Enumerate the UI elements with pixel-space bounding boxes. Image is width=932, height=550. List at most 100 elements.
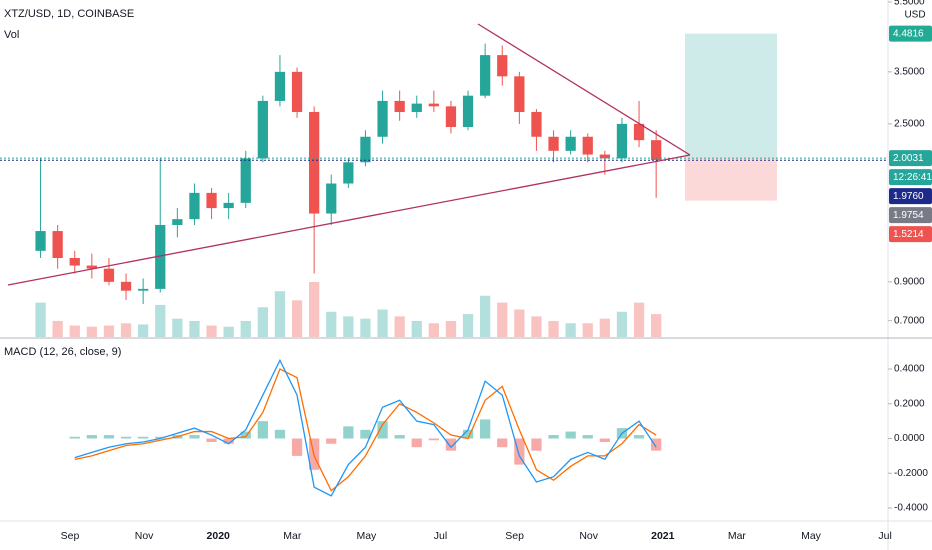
- price-label: 12:26:41: [893, 172, 932, 183]
- candle-body: [274, 71, 286, 101]
- macd-signal-line: [74, 368, 657, 492]
- volume-bar: [69, 325, 80, 337]
- macd-histogram-bar: [651, 438, 662, 451]
- x-tick-label: May: [356, 530, 377, 542]
- currency: USD: [904, 10, 925, 21]
- y-tick-label: 0.7000: [894, 315, 925, 326]
- candle-body: [445, 106, 457, 127]
- macd-histogram-bar: [531, 438, 542, 451]
- volume-bar: [599, 318, 610, 337]
- volume-bar: [189, 320, 200, 337]
- x-tick-label: 2020: [207, 530, 231, 542]
- candle-body: [651, 140, 662, 160]
- volume-bar: [120, 323, 132, 337]
- macd-histogram-bar: [633, 435, 645, 439]
- volume-bar: [172, 318, 183, 337]
- candle-body: [548, 136, 559, 151]
- macd-histogram-bar: [411, 438, 422, 448]
- macd-histogram-bar: [103, 435, 115, 439]
- volume-bar: [86, 326, 97, 337]
- macd-histogram-bar: [343, 426, 354, 439]
- macd-histogram-bar: [565, 431, 576, 439]
- x-tick-label: Jul: [434, 530, 447, 542]
- candle-body: [616, 123, 628, 159]
- volume-bar: [548, 320, 559, 337]
- macd-histogram-bar: [377, 421, 388, 439]
- volume-title: Vol: [4, 29, 19, 41]
- marks: [0, 33, 888, 497]
- x-tick-label: Sep: [505, 530, 524, 542]
- candle-body: [35, 231, 46, 251]
- price-label: 1.9754: [893, 210, 924, 221]
- volume-bar: [445, 320, 457, 337]
- candle-body: [291, 71, 303, 112]
- volume-bar: [514, 309, 525, 337]
- macd-histogram-bar: [548, 435, 559, 439]
- y-tick-label: 2.5000: [894, 119, 925, 130]
- candle-body: [633, 123, 645, 141]
- candle-body: [394, 100, 405, 112]
- macd-histogram-bar: [155, 436, 166, 439]
- macd-title: MACD (12, 26, close, 9): [4, 346, 121, 358]
- volume-bar: [616, 311, 628, 337]
- macd-histogram-bar: [86, 435, 97, 439]
- candle-body: [138, 288, 149, 291]
- volume-bar: [480, 295, 491, 337]
- candle-body: [582, 136, 593, 155]
- candle-body: [411, 103, 422, 112]
- macd-histogram-bar: [206, 438, 217, 442]
- x-tick-label: Sep: [61, 530, 80, 542]
- x-tick-label: Jul: [878, 530, 891, 542]
- macd-histogram-bar: [120, 436, 132, 439]
- macd-histogram-bar: [223, 438, 234, 444]
- macd-y-tick-label: 0.2000: [894, 398, 925, 409]
- price-label-box: [889, 150, 932, 167]
- candle-body: [309, 111, 320, 214]
- macd-y-tick-label: -0.2000: [894, 468, 928, 479]
- macd-histogram-bar: [445, 438, 457, 451]
- volume-bar: [309, 282, 320, 337]
- macd-histogram-bar: [189, 435, 200, 439]
- macd-histogram-bar: [360, 429, 371, 439]
- macd-histogram-bar: [138, 436, 149, 439]
- candle-body: [189, 192, 200, 220]
- x-tick-label: Mar: [283, 530, 302, 542]
- macd-histogram-bar: [428, 438, 439, 441]
- volume-bar: [582, 323, 593, 337]
- volume-bar: [565, 323, 576, 337]
- volume-bar: [360, 318, 371, 337]
- volume-bar: [531, 316, 542, 337]
- price-label: 1.5214: [893, 229, 924, 240]
- volume-bar: [428, 323, 439, 337]
- price-label: 1.9760: [893, 191, 924, 202]
- x-tick-label: Nov: [135, 530, 154, 542]
- x-tick-label: Nov: [579, 530, 598, 542]
- volume-bar: [394, 316, 405, 337]
- candle-body: [531, 111, 542, 137]
- macd-y-tick-label: -0.4000: [894, 503, 928, 514]
- price-label: 4.4816: [893, 28, 924, 39]
- candle-body: [599, 154, 610, 159]
- candle-body: [69, 258, 80, 266]
- macd-histogram-bar: [291, 438, 303, 456]
- candle-body: [155, 224, 166, 289]
- x-tick-label: 2021: [651, 530, 675, 542]
- candle-body: [223, 202, 234, 209]
- volume-bar: [35, 302, 46, 337]
- price-label-box: [889, 226, 932, 243]
- macd-histogram-bar: [462, 429, 474, 439]
- volume-bar: [411, 320, 422, 337]
- stop-zone: [685, 158, 777, 201]
- y-tick-label: 5.5000: [894, 0, 925, 8]
- macd-y-tick-label: 0.0000: [894, 433, 925, 444]
- volume-bar: [497, 302, 508, 337]
- candle-body: [257, 100, 268, 159]
- macd-histogram-bar: [274, 429, 286, 439]
- candle-body: [120, 281, 132, 291]
- candle-body: [240, 158, 251, 203]
- macd-histogram-bar: [480, 419, 491, 439]
- volume-bar: [206, 325, 217, 337]
- candle-body: [428, 103, 439, 107]
